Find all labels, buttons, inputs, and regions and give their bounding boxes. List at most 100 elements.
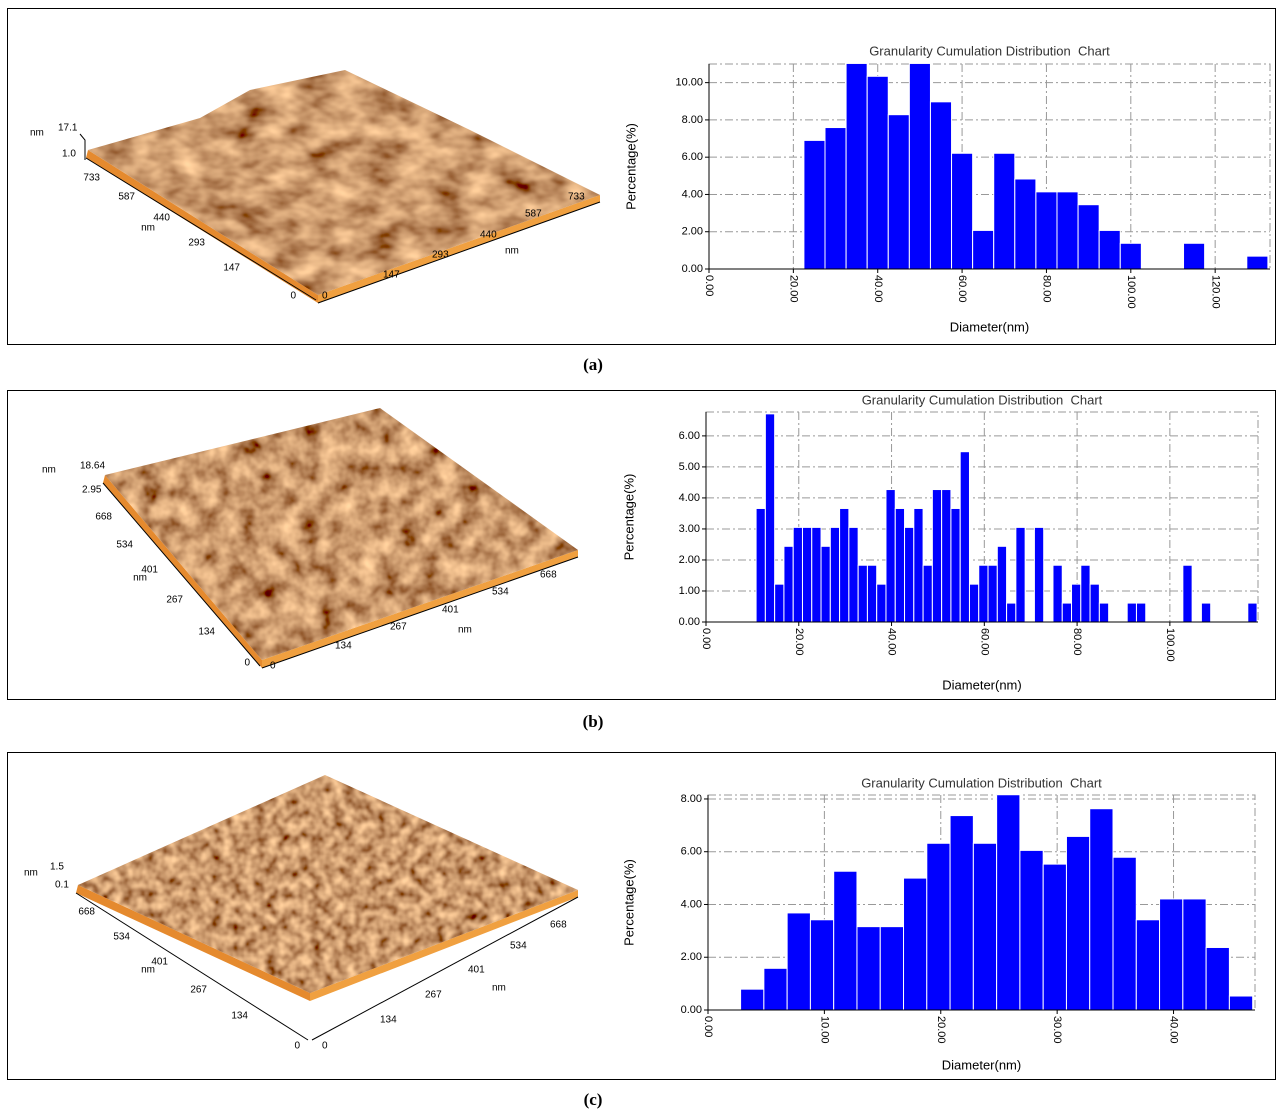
bar: [978, 564, 989, 623]
bar: [922, 564, 933, 623]
afm-tick-label: 401: [468, 965, 485, 976]
y-tick-label: 4.00: [681, 898, 702, 910]
bar: [1246, 255, 1269, 270]
afm-tick-label: 267: [390, 622, 407, 633]
x-tick-label: 0.00: [700, 628, 712, 649]
z-min: 2.95: [82, 485, 102, 496]
afm-tick-label: 401: [141, 565, 158, 576]
afm-unit: nm: [133, 573, 147, 584]
afm-tick-label: 134: [231, 1011, 248, 1022]
bar: [763, 967, 788, 1011]
bar: [887, 114, 910, 270]
afm-tick-label: 668: [540, 570, 557, 581]
bar: [949, 815, 974, 1011]
bar: [968, 583, 980, 623]
x-tick-label: 40.00: [1168, 1016, 1180, 1044]
afm-unit: nm: [141, 223, 155, 234]
bar: [833, 870, 858, 1011]
bar: [1200, 602, 1212, 623]
z-max: 1.5: [50, 862, 64, 873]
y-tick-label: 8.00: [681, 793, 702, 805]
bar: [1135, 602, 1147, 623]
bar: [1228, 995, 1254, 1011]
z-max: 17.1: [58, 123, 78, 134]
x-tick-label: 40.00: [886, 628, 898, 656]
bar: [1135, 919, 1161, 1011]
panel-label: (b): [583, 712, 604, 731]
chart-title: Granularity Cumulation Distribution Char…: [862, 392, 1103, 407]
bar: [993, 152, 1016, 270]
afm-tick-label: 0: [270, 661, 276, 672]
bar: [929, 101, 953, 270]
bar: [1077, 204, 1100, 270]
bar: [801, 526, 813, 623]
bar: [792, 526, 803, 623]
y-tick-label: 6.00: [682, 151, 703, 163]
afm-tick-label: 587: [525, 209, 542, 220]
y-tick-label: 10.00: [675, 77, 703, 89]
x-tick-label: 100.00: [1164, 628, 1176, 662]
bar: [1019, 849, 1044, 1011]
x-tick-label: 0.00: [702, 1016, 714, 1037]
afm-tick-label: 587: [118, 192, 135, 203]
chart-title: Granularity Cumulation Distribution Char…: [861, 775, 1102, 790]
axis-line: [311, 896, 579, 1041]
surface-side: [310, 890, 578, 1001]
y-tick-label: 2.00: [679, 554, 700, 566]
bar: [820, 545, 831, 623]
afm-image: [102, 408, 579, 669]
x-tick-label: 40.00: [872, 275, 884, 303]
afm-tick-label: 733: [83, 173, 100, 184]
bar: [950, 507, 961, 623]
afm-tick-label: 534: [116, 540, 133, 551]
y-tick-label: 0.00: [681, 1004, 702, 1016]
afm-tick-label: 0: [290, 291, 296, 302]
panel-frame: [7, 390, 1276, 700]
panel-frame: [7, 8, 1276, 345]
bar: [1035, 191, 1058, 270]
bar: [809, 919, 835, 1011]
bar: [959, 451, 970, 623]
bar: [876, 583, 887, 623]
bar: [1006, 602, 1017, 623]
y-tick-label: 2.00: [682, 226, 703, 238]
bar: [1065, 835, 1091, 1011]
panel-frame: [7, 752, 1276, 1080]
afm-tick-label: 440: [153, 213, 170, 224]
bar: [1061, 602, 1073, 623]
y-axis-label: Percentage(%): [621, 474, 636, 561]
z-unit: nm: [30, 128, 44, 139]
bar: [1112, 856, 1137, 1011]
x-tick-label: 60.00: [978, 628, 990, 656]
bar: [783, 545, 794, 623]
afm-tick-label: 267: [190, 985, 207, 996]
panel-label: (c): [584, 1090, 603, 1109]
bar: [1183, 242, 1206, 270]
bar: [972, 842, 998, 1011]
afm-tick-label: 0: [244, 658, 250, 669]
surface: [78, 775, 578, 993]
bar: [951, 152, 974, 270]
bar: [1205, 946, 1230, 1011]
bar: [1098, 229, 1121, 270]
bar: [829, 526, 841, 623]
bar: [1089, 583, 1100, 623]
bar: [903, 877, 928, 1011]
bar: [931, 489, 943, 623]
bar: [1080, 564, 1091, 623]
panel-label: (a): [583, 355, 603, 374]
bar: [1052, 564, 1063, 623]
z-min: 0.1: [55, 880, 69, 891]
y-tick-label: 1.00: [679, 585, 700, 597]
afm-image: [75, 775, 579, 1041]
bar: [926, 842, 951, 1011]
afm-tick-label: 267: [166, 595, 183, 606]
x-tick-label: 20.00: [787, 275, 799, 303]
bar: [972, 229, 995, 270]
bar: [786, 912, 811, 1011]
z-unit: nm: [24, 868, 38, 879]
bar: [848, 526, 859, 623]
x-tick-label: 20.00: [935, 1016, 947, 1044]
x-tick-label: 0.00: [703, 275, 715, 296]
